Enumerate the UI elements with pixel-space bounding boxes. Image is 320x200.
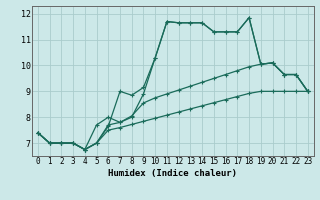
X-axis label: Humidex (Indice chaleur): Humidex (Indice chaleur)	[108, 169, 237, 178]
